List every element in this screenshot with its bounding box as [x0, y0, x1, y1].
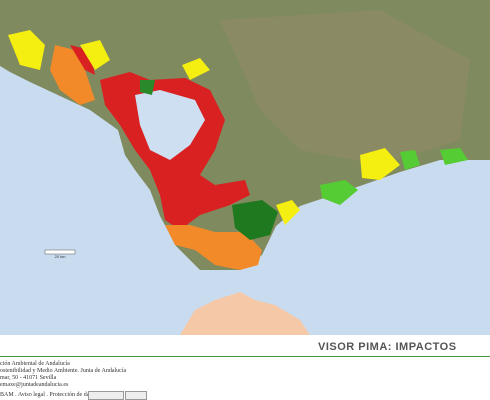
africa	[180, 292, 310, 335]
w3c-badge	[88, 391, 124, 400]
divider	[0, 356, 490, 357]
impact-green-far-east	[440, 148, 468, 165]
impact-yellow-n	[80, 40, 110, 70]
impact-yellow-east	[360, 148, 400, 180]
impact-yellow-ne	[182, 58, 210, 80]
footer-links[interactable]: BAM . Aviso legal . Protección de datos	[0, 392, 97, 398]
impact-orange-west	[50, 45, 95, 105]
cc-badge	[125, 391, 147, 400]
footer-line: ostenibilidad y Medio Ambiente. Junta de…	[0, 368, 127, 374]
scale-bar	[44, 249, 76, 255]
footer-line: ción Ambiental de Andalucía	[0, 361, 70, 367]
land-highlands	[220, 10, 470, 165]
viewer-title: VISOR PIMA: IMPACTOS	[318, 341, 457, 353]
footer-line: mar, 50 - 41071 Sevilla	[0, 375, 57, 381]
impact-green-s	[232, 200, 278, 240]
impact-yellow-nw	[8, 30, 45, 70]
scale-label: 20 km	[55, 254, 67, 259]
map[interactable]: 20 km	[0, 0, 490, 335]
impact-orange-south	[165, 225, 262, 270]
marsh	[135, 90, 205, 160]
impact-yellow-coast	[276, 200, 300, 225]
impact-green-coast	[320, 180, 358, 205]
footer-line: emaxe@juntadeandalucia.es	[0, 382, 69, 388]
impact-green-east	[400, 150, 420, 170]
impact-green-n	[140, 80, 155, 95]
